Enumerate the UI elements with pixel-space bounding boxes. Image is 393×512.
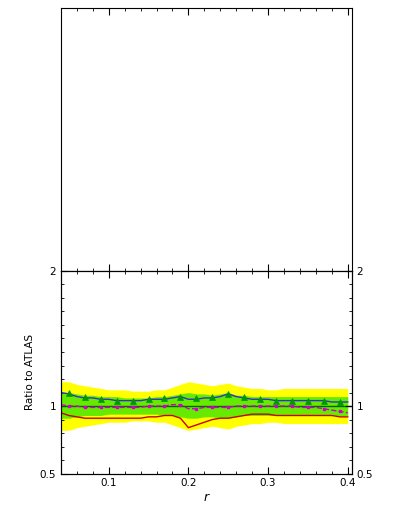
Y-axis label: Ratio to ATLAS: Ratio to ATLAS: [26, 334, 35, 410]
X-axis label: r: r: [204, 491, 209, 504]
